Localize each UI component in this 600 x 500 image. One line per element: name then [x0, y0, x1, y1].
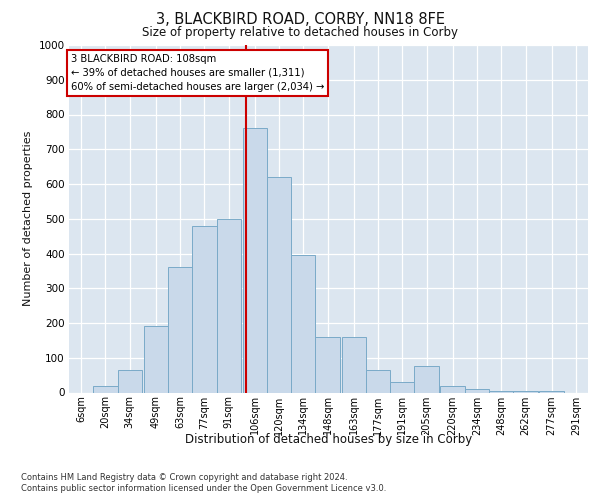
Bar — [390, 382, 415, 392]
Bar — [291, 255, 316, 392]
Bar — [539, 391, 563, 392]
Bar — [341, 337, 366, 392]
Bar — [192, 226, 217, 392]
Bar — [415, 366, 439, 392]
Text: Contains HM Land Registry data © Crown copyright and database right 2024.: Contains HM Land Registry data © Crown c… — [21, 472, 347, 482]
Bar — [94, 386, 118, 392]
Bar — [118, 370, 142, 392]
Bar — [514, 391, 538, 392]
Text: 3 BLACKBIRD ROAD: 108sqm
← 39% of detached houses are smaller (1,311)
60% of sem: 3 BLACKBIRD ROAD: 108sqm ← 39% of detach… — [71, 54, 324, 92]
Bar — [143, 326, 168, 392]
Bar — [366, 370, 390, 392]
Bar — [465, 389, 489, 392]
Y-axis label: Number of detached properties: Number of detached properties — [23, 131, 33, 306]
Bar — [267, 177, 291, 392]
Bar — [217, 219, 241, 392]
Text: Contains public sector information licensed under the Open Government Licence v3: Contains public sector information licen… — [21, 484, 386, 493]
Bar — [316, 337, 340, 392]
Bar — [440, 386, 465, 392]
Text: 3, BLACKBIRD ROAD, CORBY, NN18 8FE: 3, BLACKBIRD ROAD, CORBY, NN18 8FE — [155, 12, 445, 28]
Bar — [242, 128, 267, 392]
Bar — [489, 391, 514, 392]
Text: Size of property relative to detached houses in Corby: Size of property relative to detached ho… — [142, 26, 458, 39]
Text: Distribution of detached houses by size in Corby: Distribution of detached houses by size … — [185, 432, 472, 446]
Bar — [168, 268, 192, 392]
